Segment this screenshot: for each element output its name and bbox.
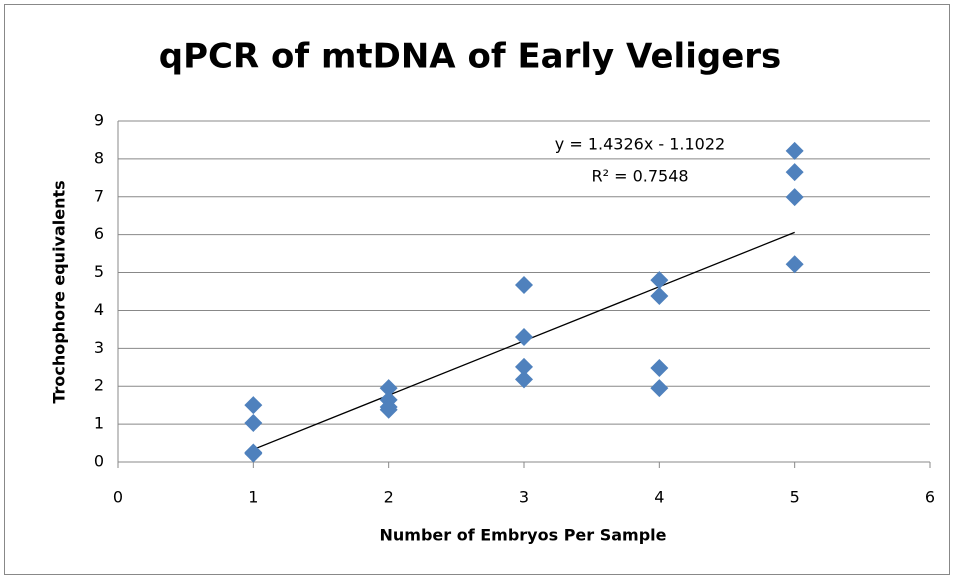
y-tick-label: 3 <box>94 338 104 357</box>
scatter-point <box>244 396 263 415</box>
trendline-r2: R² = 0.7548 <box>591 167 688 186</box>
y-tick-label: 1 <box>94 414 104 433</box>
y-tick-label: 7 <box>94 186 104 205</box>
scatter-point <box>244 413 263 432</box>
y-tick-label: 4 <box>94 300 104 319</box>
y-tick-label: 0 <box>94 452 104 471</box>
scatter-point <box>515 276 533 295</box>
scatter-point <box>244 444 263 463</box>
y-tick-label: 2 <box>94 376 104 395</box>
scatter-point <box>785 188 804 207</box>
y-tick-label: 8 <box>94 148 104 167</box>
scatter-point <box>515 327 533 346</box>
scatter-point <box>785 141 804 160</box>
scatter-point <box>785 255 804 274</box>
x-axis-label: Number of Embryos Per Sample <box>379 526 666 545</box>
chart-title: qPCR of mtDNA of Early Veligers <box>159 37 782 77</box>
y-axis-label: Trochophore equivalents <box>50 180 69 403</box>
x-tick-label: 3 <box>519 488 529 507</box>
scatter-point <box>515 370 533 389</box>
x-tick-label: 2 <box>384 488 394 507</box>
y-tick-label: 9 <box>94 111 104 130</box>
x-tick-label: 5 <box>790 488 800 507</box>
y-tick-label: 6 <box>94 224 104 243</box>
scatter-point <box>515 357 533 376</box>
x-tick-label: 4 <box>654 488 664 507</box>
scatter-point <box>379 379 398 398</box>
scatter-point <box>650 287 669 306</box>
y-tick-label: 5 <box>94 262 104 281</box>
x-tick-label: 1 <box>248 488 258 507</box>
x-tick-label: 0 <box>113 488 123 507</box>
trendline-equation: y = 1.4326x - 1.1022 <box>555 135 725 154</box>
scatter-point <box>379 400 398 419</box>
scatter-point <box>650 271 669 290</box>
scatter-point <box>650 379 669 398</box>
x-tick-label: 6 <box>925 488 935 507</box>
scatter-point <box>650 359 669 378</box>
chart-frame <box>4 4 950 575</box>
scatter-point <box>785 163 804 182</box>
